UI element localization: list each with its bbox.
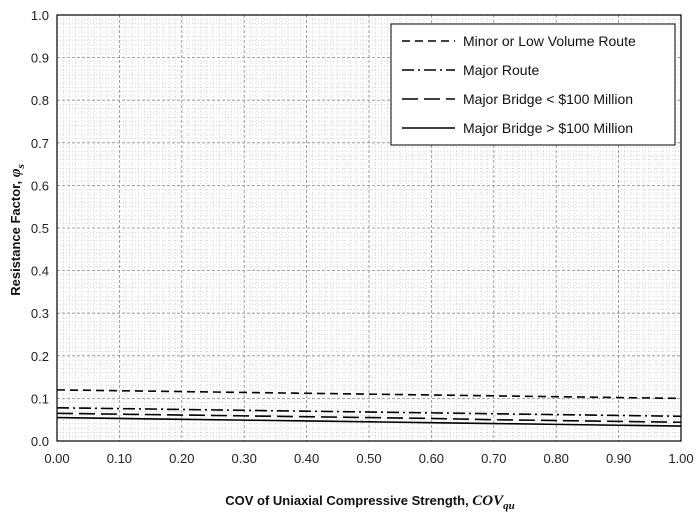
series-line-4 xyxy=(56,416,682,427)
x-tick-label: 0.80 xyxy=(544,451,569,466)
y-tick-labels: 0.0 0.1 0.2 0.3 0.4 0.5 0.6 0.7 0.8 0.9 1.0 xyxy=(31,8,49,449)
y-tick-label: 0.2 xyxy=(31,349,49,364)
y-tick-label: 0.4 xyxy=(31,264,49,279)
y-axis-title: Resistance Factor, φs xyxy=(8,164,27,296)
y-tick-label: 0.3 xyxy=(31,306,49,321)
legend-box xyxy=(390,23,676,146)
y-tick-label: 0.0 xyxy=(31,434,49,449)
x-tick-label: 1.00 xyxy=(668,451,693,466)
x-tick-label: 0.30 xyxy=(232,451,257,466)
y-tick-label: 1.0 xyxy=(31,8,49,23)
plot-area-frame xyxy=(56,14,682,442)
x-tick-label: 0.10 xyxy=(107,451,132,466)
legend-label: Minor or Low Volume Route xyxy=(463,33,636,49)
y-tick-label: 0.9 xyxy=(31,51,49,66)
legend: Minor or Low Volume Route Major Route Majo… xyxy=(390,23,676,146)
legend-label: Major Bridge < $100 Million xyxy=(463,91,633,107)
series-line-2 xyxy=(56,406,682,418)
y-tick-label: 0.8 xyxy=(31,93,49,108)
x-tick-label: 0.40 xyxy=(294,451,319,466)
series-lines xyxy=(56,389,682,427)
x-tick-label: 0.50 xyxy=(356,451,381,466)
x-tick-label: 0.00 xyxy=(44,451,69,466)
x-tick-label: 0.60 xyxy=(419,451,444,466)
legend-label: Major Route xyxy=(463,62,539,78)
x-axis-title: COV of Uniaxial Compressive Strength, CO… xyxy=(225,493,515,512)
series-line-1 xyxy=(56,389,682,400)
y-tick-label: 0.7 xyxy=(31,136,49,151)
x-tick-label: 0.20 xyxy=(169,451,194,466)
x-tick-label: 0.70 xyxy=(481,451,506,466)
y-tick-label: 0.1 xyxy=(31,391,49,406)
legend-label: Major Bridge > $100 Million xyxy=(463,120,633,136)
series-line-3 xyxy=(56,412,682,424)
y-tick-label: 0.6 xyxy=(31,178,49,193)
x-tick-labels: 0.00 0.10 0.20 0.30 0.40 0.50 0.60 0.70 0.80 0.90… xyxy=(44,451,693,466)
x-tick-label: 0.90 xyxy=(606,451,631,466)
y-tick-label: 0.5 xyxy=(31,221,49,236)
